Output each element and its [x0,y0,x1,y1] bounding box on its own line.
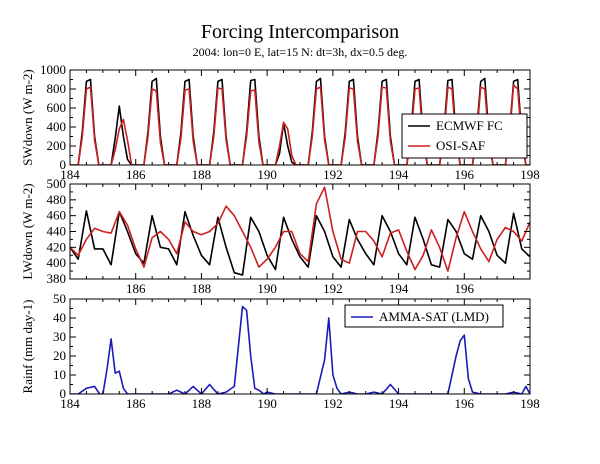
rainf-series-amma-sat-lmd [70,305,530,394]
lwdown-y-tick-label: 460 [47,208,67,223]
rainf-y-tick-label: 0 [60,386,67,401]
lwdown-y-tick-label: 440 [47,224,67,239]
rainf-y-tick-label: 30 [53,329,66,344]
swdown-legend-label: OSI-SAF [436,138,485,153]
lwdown-x-tick-label: 188 [192,281,212,296]
swdown-x-tick-label: 186 [126,167,146,182]
swdown-x-tick-label: 198 [520,167,540,182]
swdown-x-tick-label: 184 [60,167,80,182]
rainf-x-tick-label: 188 [192,396,212,411]
lwdown-plot-frame [69,183,531,280]
swdown-y-tick-label: 600 [47,100,67,115]
rainf-x-tick-label: 186 [126,396,146,411]
lwdown-series-osi-saf [70,186,530,272]
rainf-legend-label: AMMA-SAT (LMD) [379,309,489,324]
swdown-y-tick-label: 800 [47,81,67,96]
swdown-y-tick-label: 1000 [40,62,66,77]
lwdown-x-tick-label: 192 [323,281,343,296]
lwdown-y-tick-label: 420 [47,239,67,254]
rainf-legend: AMMA-SAT (LMD) [344,304,504,328]
swdown-legend-label: ECMWF FC [436,118,503,133]
lwdown-y-tick-label: 380 [47,271,67,286]
swdown-series-osi-saf [70,84,530,165]
rainf-x-tick-label: 196 [455,396,475,411]
rainf-panel: 184 186 188 190 192 194 196 198 0 10 20 30 40 50 Rainf… [20,291,540,411]
rainf-y-axis-label: Rainf (mm day-1) [20,300,35,394]
rainf-series-group [70,305,530,394]
lwdown-x-tick-label: 186 [126,281,146,296]
rainf-legend-box [344,304,504,328]
rainf-y-tick-label: 20 [53,348,66,363]
rainf-y-tick-label: 50 [53,291,66,306]
lwdown-x-tick-label: 190 [257,281,277,296]
swdown-x-tick-label: 190 [257,167,277,182]
swdown-x-tick-label: 196 [455,167,475,182]
swdown-legend: ECMWF FC OSI-SAF [401,113,528,159]
swdown-y-tick-label: 400 [47,119,67,134]
lwdown-series-group [70,186,530,276]
rainf-x-tick-label: 192 [323,396,343,411]
lwdown-y-tick-label: 500 [47,176,67,191]
rainf-x-tick-label: 190 [257,396,277,411]
rainf-x-tick-label: 184 [60,396,80,411]
swdown-series-group [70,77,530,165]
swdown-legend-box [401,113,528,159]
swdown-y-axis-label: SWdown (W m-2) [20,69,35,166]
rainf-y-tick-label: 40 [53,310,66,325]
swdown-x-tick-label: 188 [192,167,212,182]
lwdown-x-tick-label: 196 [455,281,475,296]
swdown-x-tick-label: 194 [389,167,409,182]
rainf-y-tick-label: 10 [53,367,66,382]
lwdown-y-tick-label: 400 [47,255,67,270]
figure-subtitle: 2004: lon=0 E, lat=15 N: dt=3h, dx=0.5 d… [193,45,408,59]
figure-title: Forcing Intercomparison [201,21,399,43]
lwdown-y-tick-label: 480 [47,192,67,207]
rainf-x-tick-label: 194 [389,396,409,411]
lwdown-x-tick-label: 194 [389,281,409,296]
lwdown-y-axis-label: LWdown (W m-2) [20,183,35,279]
lwdown-series-ecmwf-fc [70,210,530,276]
swdown-x-tick-label: 192 [323,167,343,182]
swdown-panel: 184 186 188 190 192 194 196 198 0 200 400 600 800 100… [20,62,540,182]
swdown-y-tick-label: 0 [60,157,67,172]
rainf-x-tick-label: 198 [520,396,540,411]
swdown-y-tick-label: 200 [47,138,67,153]
